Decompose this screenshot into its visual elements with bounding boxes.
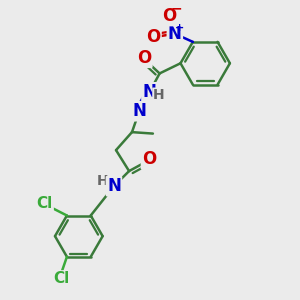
Text: Cl: Cl: [36, 196, 53, 211]
Text: O: O: [142, 150, 156, 168]
Text: N: N: [142, 83, 156, 101]
Text: O: O: [137, 49, 151, 67]
Text: −: −: [171, 2, 182, 16]
Text: O: O: [163, 7, 177, 25]
Text: H: H: [97, 174, 109, 188]
Text: +: +: [175, 23, 184, 33]
Text: N: N: [132, 102, 146, 120]
Text: Cl: Cl: [53, 272, 69, 286]
Text: O: O: [146, 28, 160, 46]
Text: N: N: [168, 25, 182, 43]
Text: N: N: [107, 177, 121, 195]
Text: H: H: [153, 88, 164, 102]
